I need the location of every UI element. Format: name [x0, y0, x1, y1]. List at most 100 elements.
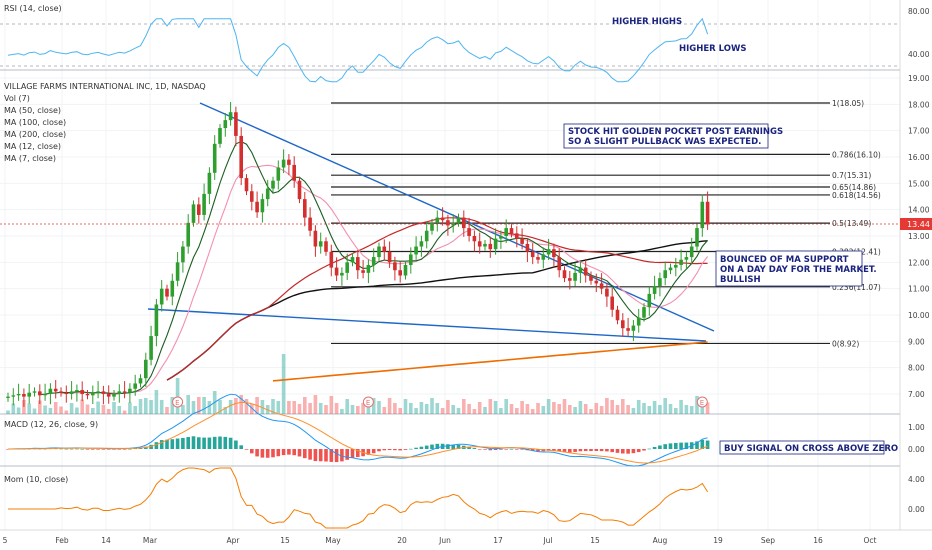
macd-hist-bar — [398, 449, 402, 451]
macd-hist-bar — [642, 449, 646, 451]
candle-body — [271, 180, 275, 189]
price-tick: 14.00 — [908, 206, 930, 215]
volume-bar — [483, 407, 487, 414]
macd-hist-bar — [345, 449, 349, 460]
time-tick: Aug — [653, 536, 668, 545]
macd-hist-bar — [265, 449, 270, 458]
volume-bar — [59, 406, 63, 414]
volume-bar — [48, 408, 53, 414]
candle-body — [583, 267, 588, 276]
macd-hist-bar — [91, 449, 95, 450]
trendlines — [147, 102, 715, 342]
macd-hist-bar — [250, 449, 254, 454]
volume-bar — [287, 401, 291, 414]
volume-bar — [91, 408, 95, 414]
volume-bar — [340, 409, 344, 414]
candle-body — [218, 128, 222, 144]
candle-body — [234, 112, 238, 136]
volume-bar — [361, 403, 365, 414]
candle-body — [80, 390, 84, 394]
macd-hist-bar — [101, 449, 106, 450]
candle-body — [223, 120, 228, 129]
candle-body — [197, 204, 201, 215]
macd-hist-bar — [695, 441, 699, 449]
price-panel[interactable]: 1(18.05) 0.786(16.10) 0.7(15.31) 0.65(14.86… — [0, 82, 900, 414]
price-axis[interactable]: 19.00 18.00 17.00 16.00 15.00 14.00 13.00 12.00… — [899, 0, 932, 530]
legend-ma7: MA (7, close) — [4, 154, 56, 163]
volume-bar — [520, 401, 524, 414]
macd-hist-bar — [610, 449, 614, 453]
note-ma-support-line1: BOUNCED OF MA SUPPORT — [720, 255, 849, 265]
macd-hist-bar — [234, 440, 238, 449]
candle-body — [170, 280, 175, 297]
macd-hist-bar — [377, 449, 381, 452]
macd-hist-bar — [112, 449, 116, 450]
time-tick: Sep — [761, 536, 775, 545]
candle-body — [128, 388, 132, 393]
candle-body — [462, 217, 466, 229]
note-golden-pocket-line2: SO A SLIGHT PULLBACK WAS EXPECTED. — [568, 137, 761, 147]
price-tick: 7.00 — [908, 390, 925, 399]
macd-label: MACD (12, 26, close, 9) — [4, 420, 98, 429]
fib-label: 0.5(13.49) — [832, 219, 871, 228]
volume-bar — [515, 408, 519, 414]
macd-hist-bar — [615, 449, 620, 453]
volume-bar — [32, 408, 37, 414]
fibonacci-levels: 1(18.05) 0.786(16.10) 0.7(15.31) 0.65(14.86… — [331, 99, 881, 348]
volume-bar — [568, 405, 572, 414]
macd-tick: 0.00 — [908, 445, 925, 454]
time-axis[interactable]: 5 Feb 14 Mar Apr 15 May 20 Jun 17 Jul 15 Aug 19 Sep 16 O… — [0, 529, 932, 545]
price-tick: 9.00 — [908, 337, 925, 346]
volume-bar — [106, 409, 111, 414]
volume-bar — [642, 403, 646, 414]
macd-hist-bar — [366, 449, 371, 455]
volume-bar — [398, 408, 402, 414]
volume-bar — [509, 404, 514, 414]
momentum-panel[interactable]: Mom (10, close) — [4, 467, 709, 529]
macd-hist-bar — [488, 449, 493, 451]
candle-body — [403, 264, 408, 276]
volume-bar — [636, 400, 641, 414]
candle-body — [22, 394, 26, 397]
macd-hist-bar — [128, 448, 132, 450]
candle-body — [287, 159, 291, 165]
volume-bar — [53, 402, 58, 414]
rsi-panel[interactable]: RSI (14, close) HIGHER HIGHS HIGHER LOWS — [4, 4, 747, 83]
volume-bar — [674, 408, 678, 414]
rsi-note-higher-highs: HIGHER HIGHS — [612, 17, 682, 27]
macd-hist-bar — [583, 449, 588, 452]
candle-body — [244, 178, 249, 192]
macd-hist-bar — [207, 437, 212, 449]
macd-hist-bar — [594, 449, 599, 452]
rsi-tick: 80.00 — [908, 7, 930, 16]
macd-hist-bar — [446, 444, 450, 449]
macd-hist-bar — [562, 449, 567, 453]
candle-body — [6, 396, 10, 398]
candle-body — [212, 143, 217, 173]
candle-body — [573, 272, 577, 281]
price-tick: 8.00 — [908, 364, 925, 373]
volume-bar — [16, 407, 21, 414]
volume-bar — [154, 390, 159, 414]
macd-panel[interactable]: MACD (12, 26, close, 9) BUY SIGNAL ON CR… — [4, 393, 898, 467]
macd-hist-bar — [674, 442, 678, 449]
fib-label: 0.65(14.86) — [832, 183, 876, 192]
macd-hist-bar — [419, 446, 424, 449]
candle-body — [112, 394, 116, 397]
candle-body — [663, 270, 667, 279]
volume-bar — [80, 399, 84, 414]
candle-body — [626, 328, 630, 331]
macd-hist-bar — [80, 448, 84, 450]
candle-body — [488, 243, 493, 250]
candle-body — [228, 112, 233, 121]
volume-bar — [689, 406, 694, 414]
candle-body — [705, 201, 710, 225]
volume-bar — [244, 399, 249, 414]
macd-hist-bar — [356, 449, 360, 458]
volume-bar — [477, 402, 482, 414]
macd-hist-bar — [684, 442, 689, 449]
volume-bar — [387, 398, 392, 414]
candle-body — [366, 264, 371, 273]
